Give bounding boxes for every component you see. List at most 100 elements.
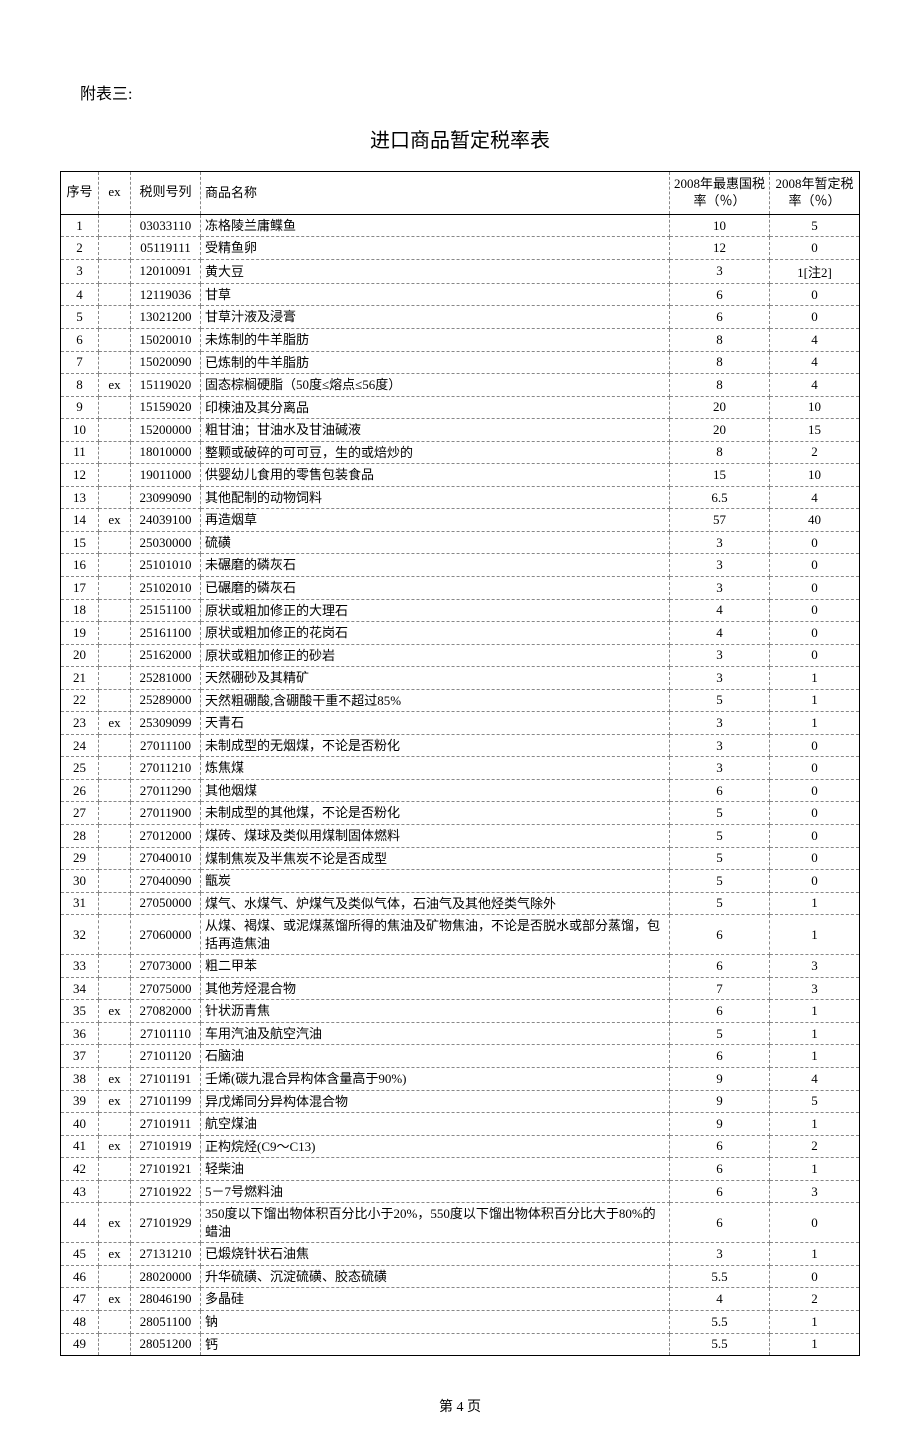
cell-code: 12010091	[131, 259, 201, 283]
cell-code: 25101010	[131, 554, 201, 577]
cell-rate2: 1	[770, 1022, 860, 1045]
cell-rate2: 1	[770, 712, 860, 735]
cell-name: 未碾磨的磷灰石	[201, 554, 670, 577]
cell-ex	[99, 576, 131, 599]
cell-name: 硫磺	[201, 531, 670, 554]
cell-ex	[99, 259, 131, 283]
cell-name: 受精鱼卵	[201, 237, 670, 260]
cell-rate2: 0	[770, 283, 860, 306]
cell-seq: 44	[61, 1203, 99, 1243]
cell-seq: 28	[61, 825, 99, 848]
cell-rate1: 6	[670, 779, 770, 802]
cell-seq: 48	[61, 1311, 99, 1334]
cell-rate1: 20	[670, 396, 770, 419]
cell-code: 27073000	[131, 955, 201, 978]
cell-code: 27050000	[131, 892, 201, 915]
cell-name: 黄大豆	[201, 259, 670, 283]
cell-seq: 12	[61, 464, 99, 487]
cell-code: 27101191	[131, 1068, 201, 1091]
cell-rate2: 1	[770, 1158, 860, 1181]
cell-seq: 15	[61, 531, 99, 554]
cell-name: 冻格陵兰庸鲽鱼	[201, 214, 670, 237]
cell-ex	[99, 1180, 131, 1203]
cell-name: 粗甘油；甘油水及甘油碱液	[201, 419, 670, 442]
cell-seq: 14	[61, 509, 99, 532]
cell-name: 未炼制的牛羊脂肪	[201, 328, 670, 351]
cell-rate2: 4	[770, 374, 860, 397]
table-row: 47ex28046190多晶硅42	[61, 1288, 860, 1311]
table-row: 1725102010已碾磨的磷灰石30	[61, 576, 860, 599]
cell-code: 28051100	[131, 1311, 201, 1334]
cell-ex	[99, 1333, 131, 1356]
cell-ex	[99, 214, 131, 237]
cell-rate1: 5	[670, 825, 770, 848]
cell-code: 27101929	[131, 1203, 201, 1243]
cell-ex	[99, 1113, 131, 1136]
table-row: 615020010未炼制的牛羊脂肪84	[61, 328, 860, 351]
cell-name: 其他烟煤	[201, 779, 670, 802]
cell-rate2: 10	[770, 396, 860, 419]
cell-code: 13021200	[131, 306, 201, 329]
cell-seq: 19	[61, 622, 99, 645]
cell-seq: 13	[61, 486, 99, 509]
cell-rate1: 6	[670, 1203, 770, 1243]
cell-name: 已碾磨的磷灰石	[201, 576, 670, 599]
cell-rate1: 9	[670, 1068, 770, 1091]
cell-ex	[99, 644, 131, 667]
page-title: 进口商品暂定税率表	[60, 124, 860, 153]
table-row: 715020090已炼制的牛羊脂肪84	[61, 351, 860, 374]
cell-rate2: 1	[770, 1045, 860, 1068]
page-footer: 第 4 页	[60, 1396, 860, 1416]
cell-code: 27011100	[131, 734, 201, 757]
table-row: 23ex25309099天青石31	[61, 712, 860, 735]
cell-seq: 20	[61, 644, 99, 667]
cell-code: 27101921	[131, 1158, 201, 1181]
cell-rate1: 15	[670, 464, 770, 487]
cell-rate1: 9	[670, 1090, 770, 1113]
cell-ex	[99, 599, 131, 622]
cell-rate2: 0	[770, 1265, 860, 1288]
cell-rate2: 0	[770, 622, 860, 645]
cell-rate1: 3	[670, 259, 770, 283]
table-body: 103033110冻格陵兰庸鲽鱼105205119111受精鱼卵12031201…	[61, 214, 860, 1355]
cell-rate2: 0	[770, 870, 860, 893]
cell-rate1: 3	[670, 757, 770, 780]
cell-rate1: 4	[670, 622, 770, 645]
cell-rate1: 3	[670, 644, 770, 667]
cell-code: 24039100	[131, 509, 201, 532]
cell-name: 未制成型的其他煤，不论是否粉化	[201, 802, 670, 825]
cell-rate2: 2	[770, 441, 860, 464]
cell-rate1: 9	[670, 1113, 770, 1136]
cell-ex	[99, 622, 131, 645]
cell-rate1: 5	[670, 689, 770, 712]
cell-rate1: 3	[670, 1243, 770, 1266]
cell-seq: 45	[61, 1243, 99, 1266]
cell-seq: 17	[61, 576, 99, 599]
cell-rate2: 2	[770, 1288, 860, 1311]
table-row: 2225289000天然粗硼酸,含硼酸干重不超过85%51	[61, 689, 860, 712]
header-name: 商品名称	[201, 172, 670, 215]
cell-ex	[99, 955, 131, 978]
cell-rate2: 3	[770, 977, 860, 1000]
table-row: 4828051100钠5.51	[61, 1311, 860, 1334]
cell-name: 其他芳烃混合物	[201, 977, 670, 1000]
table-row: 1323099090其他配制的动物饲料6.54	[61, 486, 860, 509]
cell-name: 天青石	[201, 712, 670, 735]
cell-rate2: 3	[770, 955, 860, 978]
cell-rate1: 4	[670, 599, 770, 622]
cell-name: 异戊烯同分异构体混合物	[201, 1090, 670, 1113]
cell-rate1: 3	[670, 734, 770, 757]
cell-code: 18010000	[131, 441, 201, 464]
cell-rate1: 3	[670, 576, 770, 599]
cell-rate2: 1	[770, 892, 860, 915]
cell-rate2: 15	[770, 419, 860, 442]
cell-name: 针状沥青焦	[201, 1000, 670, 1023]
table-row: 2125281000天然硼砂及其精矿31	[61, 667, 860, 690]
cell-ex	[99, 892, 131, 915]
cell-code: 15200000	[131, 419, 201, 442]
cell-name: 甑炭	[201, 870, 670, 893]
cell-seq: 32	[61, 915, 99, 955]
table-row: 3127050000煤气、水煤气、炉煤气及类似气体，石油气及其他烃类气除外51	[61, 892, 860, 915]
cell-rate2: 1	[770, 667, 860, 690]
cell-ex	[99, 915, 131, 955]
